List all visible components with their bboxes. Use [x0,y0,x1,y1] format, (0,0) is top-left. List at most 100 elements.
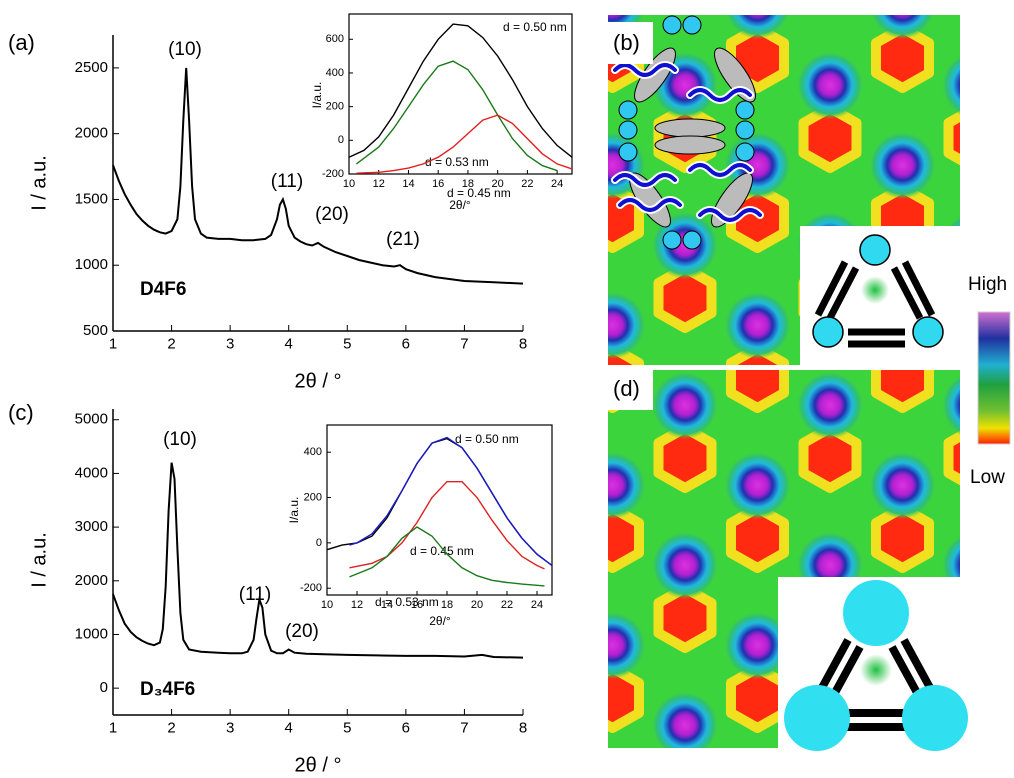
molecule-sketch [611,15,764,250]
triangle-schematic [784,580,968,751]
x-tick-label: 12 [373,178,385,190]
y-tick-label: 400 [304,446,322,458]
colorbar-gradient [977,311,1011,445]
y-axis-label: I/a.u. [310,82,324,109]
plot-frame [348,13,573,175]
x-tick-label: 20 [471,599,483,611]
y-tick-label: -200 [322,168,344,180]
x-tick-label: 4 [285,719,293,736]
panel-label: (a) [8,30,35,55]
y-tick-label: 2000 [75,125,108,142]
x-tick-label: 22 [501,599,513,611]
x-tick-label: 4 [285,335,293,352]
x-axis-label: 2θ/° [429,614,451,628]
y-tick-label: 4000 [75,464,108,481]
x-tick-label: 20 [492,178,504,190]
sample-label: D₃4F6 [140,679,195,700]
y-tick-label: 500 [83,322,108,339]
y-tick-label: 600 [326,33,344,45]
series-label: d = 0.50 nm [503,20,567,34]
y-axis-label: I/a.u. [287,497,301,524]
x-axis-label: 2θ / ° [295,754,342,776]
series-label: d = 0.50 nm [455,432,519,446]
y-tick-label: 3000 [75,518,108,535]
x-tick-label: 8 [519,335,527,352]
label-box [608,22,653,64]
line-series [356,114,573,174]
x-tick-label: 10 [343,178,355,190]
peak-label: (21) [386,229,420,250]
y-tick-label: 1000 [75,625,108,642]
line-series [112,67,524,285]
x-tick-label: 8 [519,719,527,736]
series-label: d = 0.45 nm [410,544,474,558]
y-tick-label: -200 [300,582,322,594]
color-bar: High Low [968,274,1011,488]
x-tick-label: 18 [441,599,453,611]
peak-label: (20) [315,204,349,225]
y-tick-label: 200 [326,101,344,113]
y-tick-label: 400 [326,67,344,79]
x-tick-label: 1 [109,335,117,352]
x-tick-label: 6 [402,719,410,736]
line-series [349,526,545,587]
x-tick-label: 18 [462,178,474,190]
triangle-schematic [812,234,944,348]
x-tick-label: 14 [402,178,414,190]
line-series [348,23,573,158]
x-tick-label: 24 [551,178,563,190]
sample-label: D4F6 [140,279,186,300]
x-tick-label: 24 [531,599,543,611]
x-tick-label: 3 [226,335,234,352]
peak-label: (11) [239,584,271,605]
peak-label: (11) [271,171,303,192]
x-tick-label: 2 [167,335,175,352]
peak-label: (10) [168,39,202,60]
series-label: d = 0.53 nm [375,595,439,609]
line-series [355,60,558,172]
label-box [608,370,653,410]
x-tick-label: 2 [167,719,175,736]
y-tick-label: 0 [100,679,108,696]
x-tick-label: 7 [460,335,468,352]
peak-label: (20) [285,621,319,642]
x-tick-label: 22 [521,178,533,190]
y-tick-label: 0 [316,537,322,549]
panel-label: (b) [613,30,640,55]
x-axis-label: 2θ / ° [295,370,342,392]
line-series [349,436,553,567]
x-tick-label: 16 [411,599,423,611]
line-series [112,462,524,659]
x-tick-label: 12 [351,599,363,611]
x-tick-label: 14 [381,599,393,611]
panel-b: (b) [608,15,960,366]
colorbar-low: Low [970,467,1005,488]
y-axis-label: I / a.u. [28,532,50,588]
series-label: d = 0.53 nm [425,155,489,169]
peak-label: (10) [163,429,197,450]
x-tick-label: 10 [321,599,333,611]
y-axis-label: I / a.u. [28,155,50,211]
density-map [608,370,960,577]
y-tick-label: 2000 [75,572,108,589]
panel-label: (d) [613,376,640,401]
x-axis-label: 2θ/° [449,198,471,212]
x-tick-label: 3 [226,719,234,736]
y-tick-label: 1000 [75,256,108,273]
y-tick-label: 2500 [75,59,108,76]
panel-label: (c) [8,400,34,425]
y-tick-label: 0 [338,134,344,146]
x-tick-label: 1 [109,719,117,736]
x-tick-label: 7 [460,719,468,736]
plot-frame [326,424,553,596]
x-tick-label: 5 [343,719,351,736]
colorbar-high: High [968,274,1007,295]
panel-d: (d) [608,370,968,751]
series-label: d = 0.45 nm [447,186,511,200]
x-tick-label: 6 [402,335,410,352]
y-tick-label: 200 [304,491,322,503]
density-map [608,577,778,748]
x-tick-label: 5 [343,335,351,352]
